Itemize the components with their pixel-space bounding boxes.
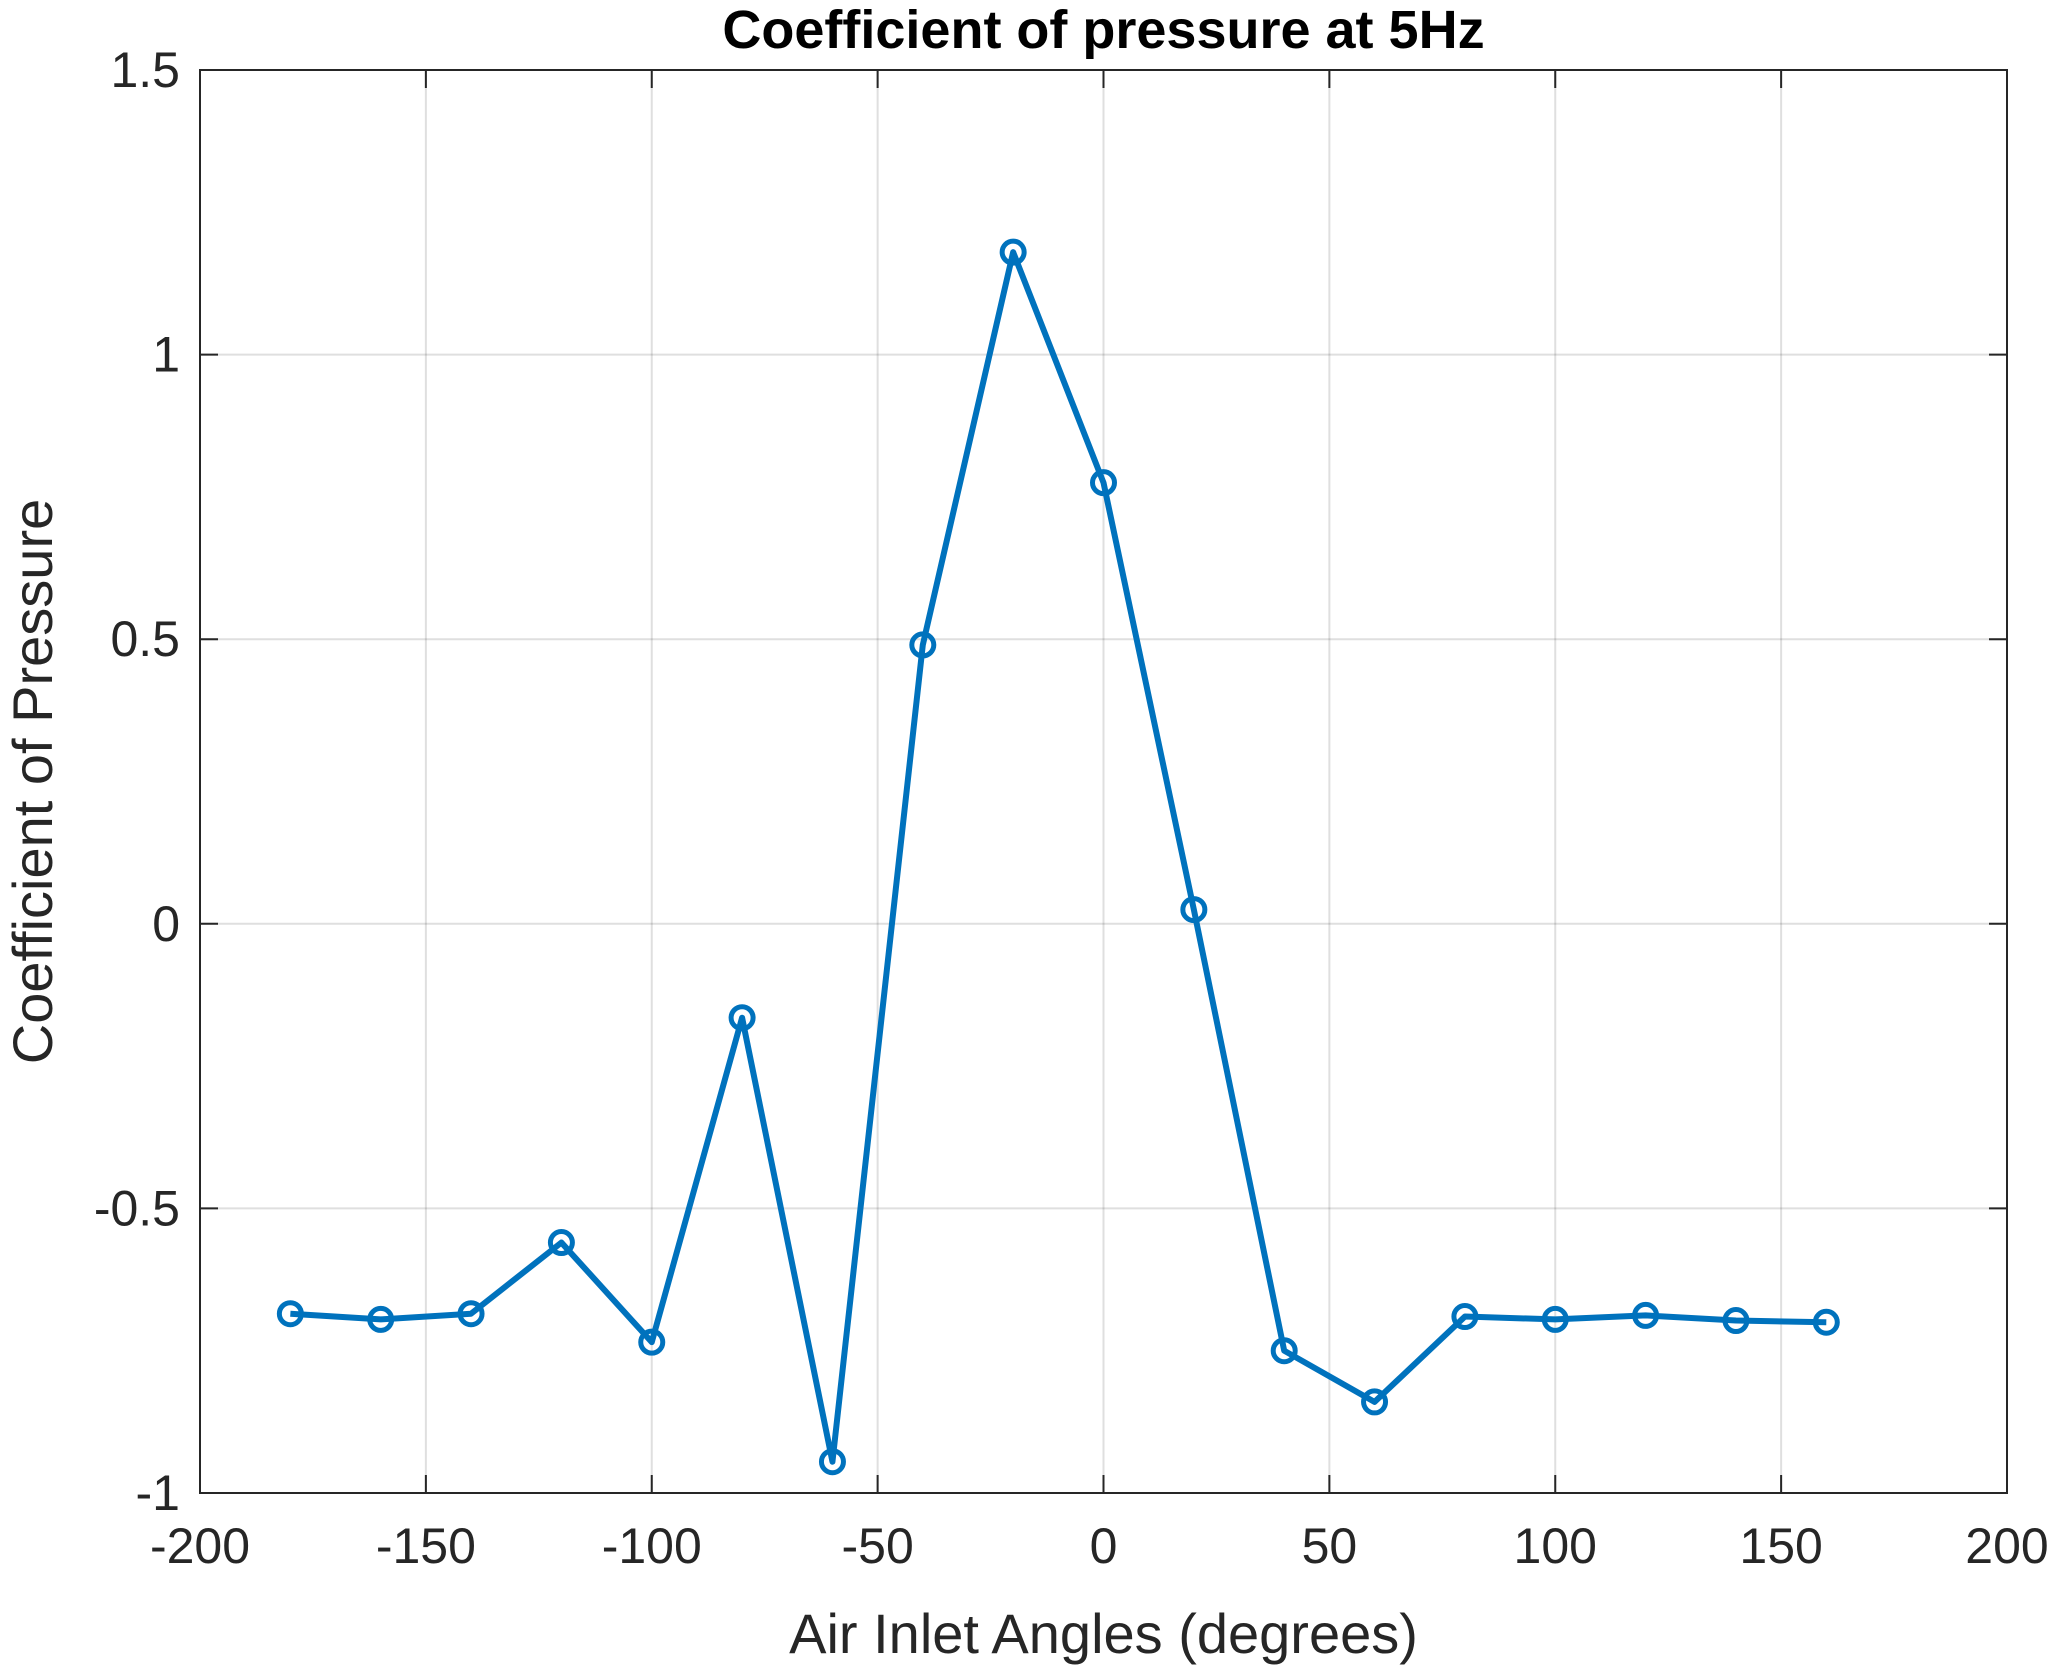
- data-point-marker: [1270, 1337, 1298, 1365]
- x-tick-label: 200: [1965, 1518, 2048, 1574]
- data-point-marker: [909, 631, 937, 659]
- x-tick-label: 0: [1090, 1518, 1118, 1574]
- data-point-marker: [1722, 1307, 1750, 1335]
- x-tick-label: 100: [1514, 1518, 1597, 1574]
- grid: [200, 70, 2007, 1493]
- x-tick-label: 50: [1302, 1518, 1358, 1574]
- data-point-marker: [1451, 1303, 1479, 1331]
- data-point-marker: [1361, 1388, 1389, 1416]
- x-tick-label: -150: [376, 1518, 476, 1574]
- x-axis-label: Air Inlet Angles (degrees): [789, 1602, 1418, 1665]
- data-point-marker: [367, 1305, 395, 1333]
- y-axis-label: Coefficient of Pressure: [1, 499, 64, 1064]
- y-tick-label: 0: [152, 896, 180, 952]
- data-point-marker: [276, 1300, 304, 1328]
- ticks: -200 -150 -100 -50 0 50 100 150 200 -1 -0.5 0 0.5 1 1.…: [94, 42, 2049, 1574]
- data-point-marker: [1541, 1305, 1569, 1333]
- data-point-marker: [1180, 896, 1208, 924]
- data-point-marker: [638, 1328, 666, 1356]
- chart-title: Coefficient of pressure at 5Hz: [722, 0, 1484, 60]
- data-point-marker: [818, 1448, 846, 1476]
- data-point-marker: [1090, 469, 1117, 497]
- y-tick-label: -1: [136, 1465, 180, 1521]
- y-tick-label: 0.5: [110, 611, 180, 667]
- series-layer: [276, 238, 1840, 1476]
- x-tick-label: 150: [1739, 1518, 1822, 1574]
- x-tick-label: -50: [841, 1518, 913, 1574]
- series-line: [290, 249, 1827, 1465]
- data-point-marker: [1812, 1308, 1840, 1336]
- data-point-marker: [457, 1300, 485, 1328]
- data-point-marker: [728, 1004, 756, 1032]
- data-point-marker: [999, 238, 1027, 266]
- y-tick-label: -0.5: [94, 1180, 180, 1236]
- data-point-marker: [547, 1229, 575, 1257]
- data-point-marker: [1632, 1301, 1660, 1329]
- x-tick-label: -200: [150, 1518, 250, 1574]
- x-tick-label: -100: [602, 1518, 702, 1574]
- y-tick-label: 1.5: [110, 42, 180, 98]
- y-tick-label: 1: [152, 327, 180, 383]
